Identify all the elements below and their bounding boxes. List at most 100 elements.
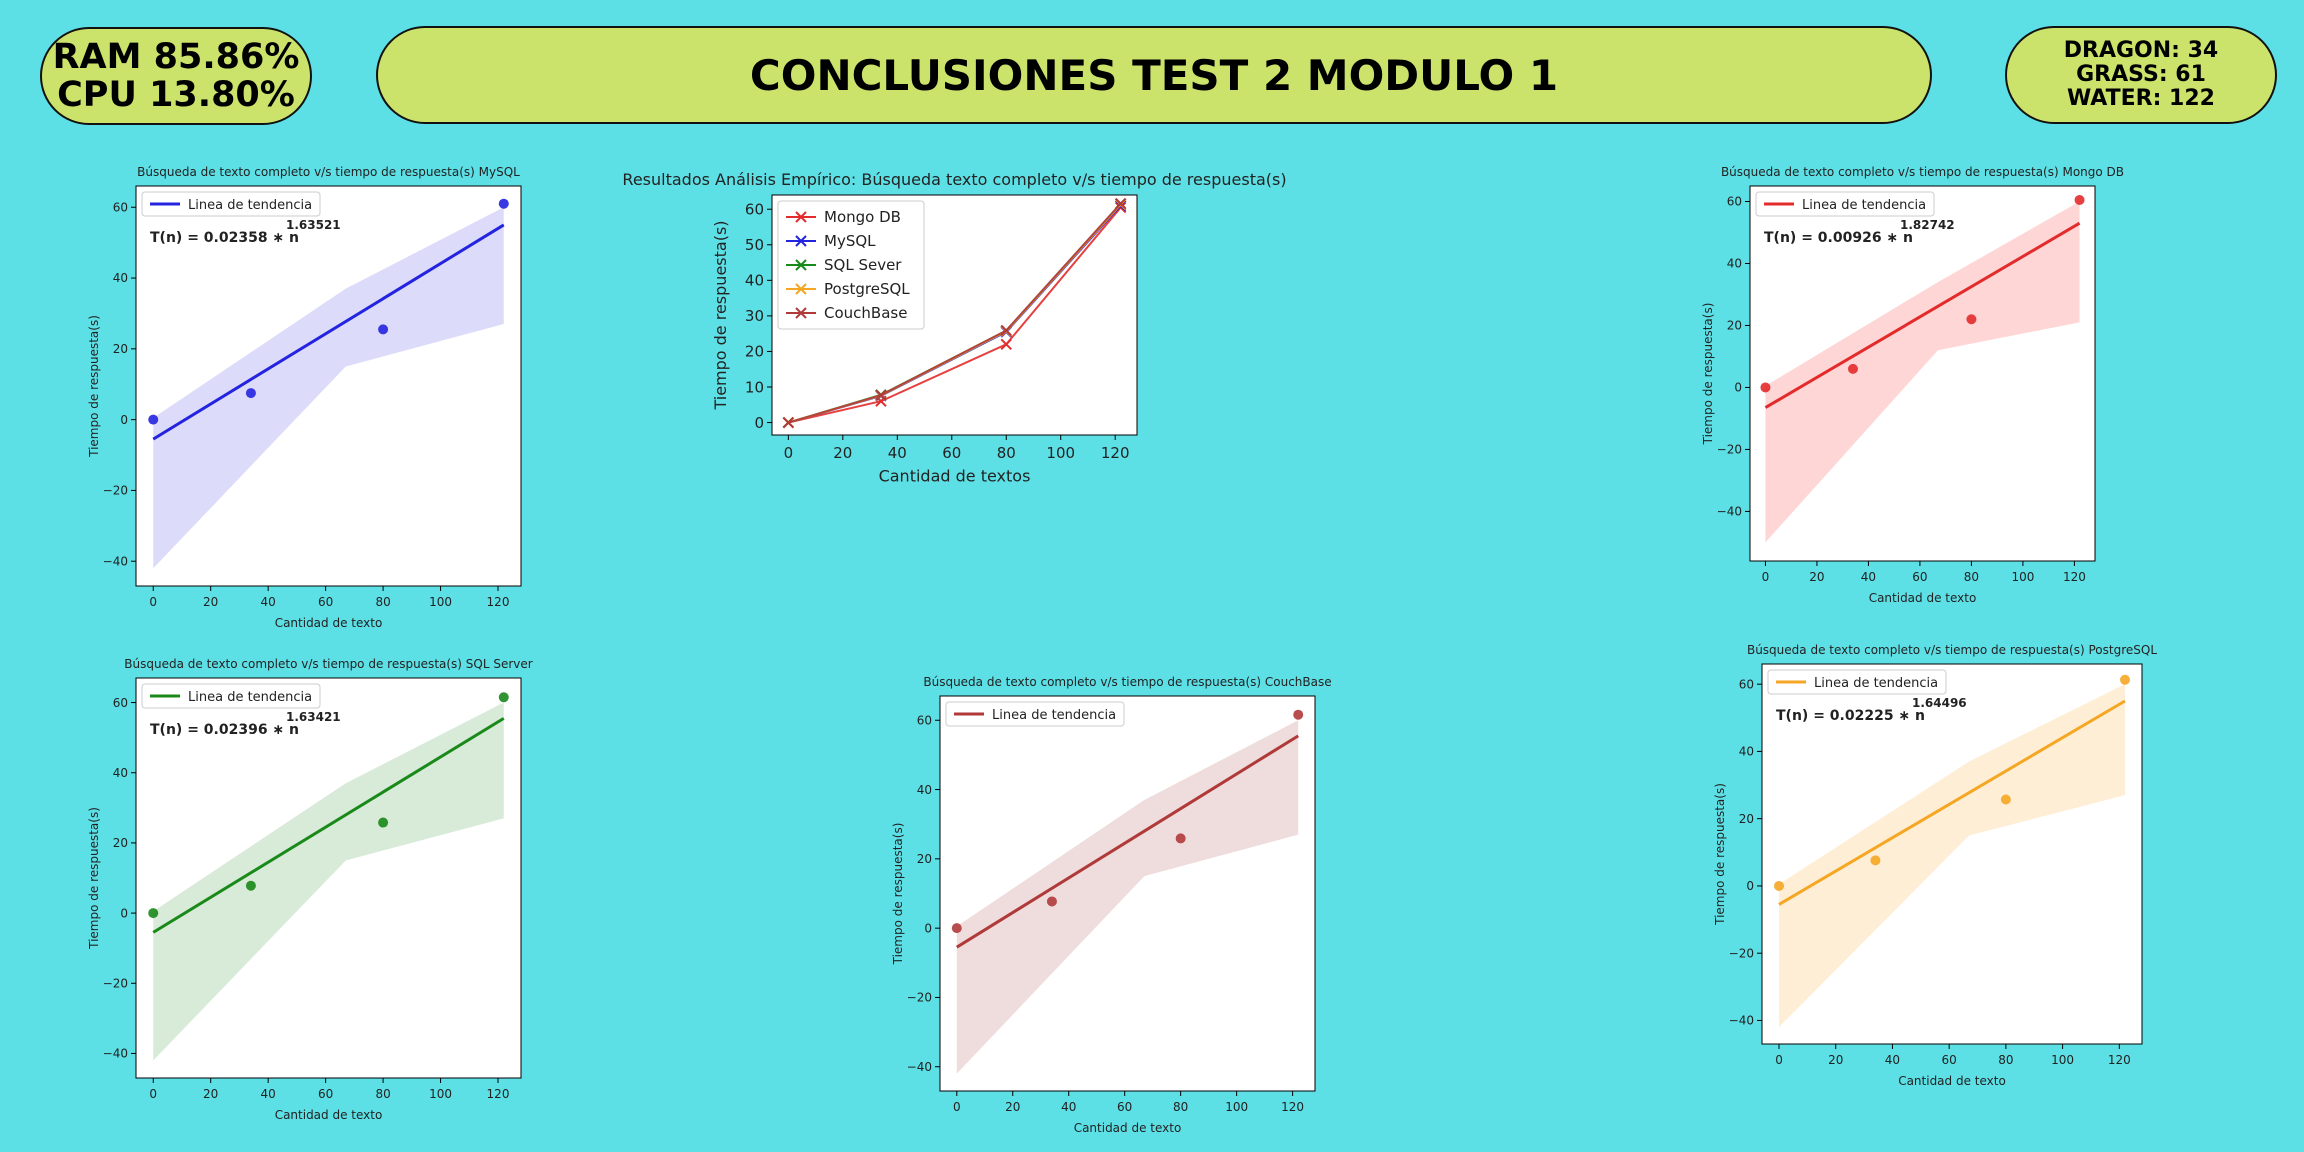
x-tick-label: 100 (1225, 1100, 1248, 1114)
series-marker (782, 416, 795, 429)
x-tick-label: 100 (2011, 570, 2034, 584)
equation-text: T(n) = 0.02225 ∗ n (1776, 708, 1925, 724)
series-marker (1000, 324, 1012, 337)
x-tick-label: 40 (888, 444, 907, 462)
y-tick-label: 60 (1739, 677, 1754, 691)
x-tick-label: 20 (203, 1087, 218, 1101)
series-marker (1114, 197, 1127, 210)
legend-box (141, 683, 321, 709)
legend: Linea de tendencia (945, 701, 1125, 727)
data-point (1870, 855, 1881, 866)
y-tick-label: 40 (917, 783, 932, 797)
legend: Linea de tendencia (141, 191, 321, 217)
trend-line (1764, 221, 2081, 409)
equation-text: T(n) = 0.00926 ∗ n (1764, 230, 1913, 246)
y-tick-label: 60 (917, 713, 932, 727)
data-point (1847, 363, 1858, 374)
chart-postgres: Búsqueda de texto completo v/s tiempo de… (1713, 643, 2157, 1088)
x-tick-label: 20 (1005, 1100, 1020, 1114)
chart-mysql: Búsqueda de texto completo v/s tiempo de… (87, 165, 522, 630)
x-tick-label: 20 (203, 595, 218, 609)
series-marker (1000, 338, 1012, 351)
type-counts-badge: DRAGON: 34 GRASS: 61 WATER: 122 (2005, 26, 2277, 124)
legend-label: SQL Sever (824, 256, 902, 274)
legend-marker (795, 211, 807, 223)
x-tick-label: 80 (1964, 570, 1979, 584)
y-tick-label: 60 (113, 696, 128, 710)
x-tick-label: 120 (2108, 1053, 2131, 1067)
plot-frame (771, 194, 1138, 436)
legend: Linea de tendencia (1767, 669, 1947, 695)
chart-couchbase: Búsqueda de texto completo v/s tiempo de… (891, 675, 1332, 1135)
equation-exponent: 1.82742 (1900, 218, 1955, 232)
y-tick-label: −40 (103, 554, 128, 568)
dragon-count: DRAGON: 34 (2063, 38, 2219, 63)
chart-sqlserver: Búsqueda de texto completo v/s tiempo de… (87, 657, 533, 1122)
y-tick-label: 10 (745, 378, 764, 396)
plot-frame (1761, 663, 2143, 1045)
legend-label: Linea de tendencia (1802, 198, 1926, 213)
y-tick-label: 20 (917, 852, 932, 866)
legend-label: Mongo DB (824, 208, 901, 226)
x-tick-label: 100 (2051, 1053, 2074, 1067)
data-point (1774, 880, 1785, 891)
confidence-band (153, 702, 504, 1061)
data-point (2119, 674, 2130, 685)
x-tick-label: 60 (1912, 570, 1927, 584)
data-point (1966, 314, 1977, 325)
legend-label: Linea de tendencia (188, 198, 312, 213)
y-tick-label: −40 (907, 1060, 932, 1074)
series-line (788, 206, 1122, 424)
chart-main-comparison: Resultados Análisis Empírico: Búsqueda t… (622, 170, 1286, 486)
y-tick-label: 20 (113, 836, 128, 850)
legend-marker (795, 235, 807, 247)
data-point (1046, 896, 1057, 907)
x-axis-label: Cantidad de texto (1074, 1121, 1182, 1135)
legend-label: PostgreSQL (824, 280, 910, 298)
y-tick-label: 0 (120, 413, 128, 427)
legend: Linea de tendencia (141, 683, 321, 709)
legend-box (141, 191, 321, 217)
x-tick-label: 0 (784, 444, 794, 462)
y-tick-label: 40 (113, 766, 128, 780)
y-tick-label: 40 (745, 272, 764, 290)
y-tick-label: 0 (1746, 879, 1754, 893)
system-stats-badge: RAM 85.86% CPU 13.80% (40, 27, 312, 125)
trend-line (1778, 699, 2126, 906)
chart-title: Resultados Análisis Empírico: Búsqueda t… (622, 170, 1286, 189)
y-tick-label: 20 (113, 342, 128, 356)
x-axis-label: Cantidad de texto (1898, 1074, 2006, 1088)
legend-box (1755, 191, 1935, 217)
cpu-usage: CPU 13.80% (57, 75, 295, 115)
page-title: CONCLUSIONES TEST 2 MODULO 1 (749, 50, 1559, 100)
x-tick-label: 120 (487, 595, 510, 609)
y-tick-label: 0 (1734, 381, 1742, 395)
x-tick-label: 60 (1117, 1100, 1132, 1114)
x-axis-label: Cantidad de textos (879, 467, 1031, 486)
chart-title: Búsqueda de texto completo v/s tiempo de… (137, 165, 520, 179)
x-tick-label: 80 (1998, 1053, 2013, 1067)
y-axis-label: Tiempo de respuesta(s) (1701, 303, 1715, 446)
confidence-band (1779, 684, 2125, 1028)
y-tick-label: 60 (1727, 195, 1742, 209)
data-point (498, 692, 509, 703)
y-tick-label: 60 (745, 200, 764, 218)
equation-text: T(n) = 0.02396 ∗ n (150, 722, 299, 738)
chart-title: Búsqueda de texto completo v/s tiempo de… (124, 657, 533, 671)
x-tick-label: 0 (149, 595, 157, 609)
trend-line (956, 734, 1299, 949)
y-tick-label: 40 (113, 271, 128, 285)
plot-frame (1749, 185, 2096, 562)
y-tick-label: 60 (113, 200, 128, 214)
x-axis-label: Cantidad de texto (1869, 591, 1977, 605)
data-point (1760, 382, 1771, 393)
y-axis-label: Tiempo de respuesta(s) (711, 220, 730, 410)
data-point (148, 414, 159, 425)
x-tick-label: 40 (261, 595, 276, 609)
data-point (1293, 709, 1304, 720)
data-point (148, 908, 159, 919)
x-tick-label: 40 (1885, 1053, 1900, 1067)
equation-exponent: 1.63421 (286, 710, 341, 724)
x-tick-label: 60 (318, 595, 333, 609)
y-tick-label: 40 (1739, 745, 1754, 759)
